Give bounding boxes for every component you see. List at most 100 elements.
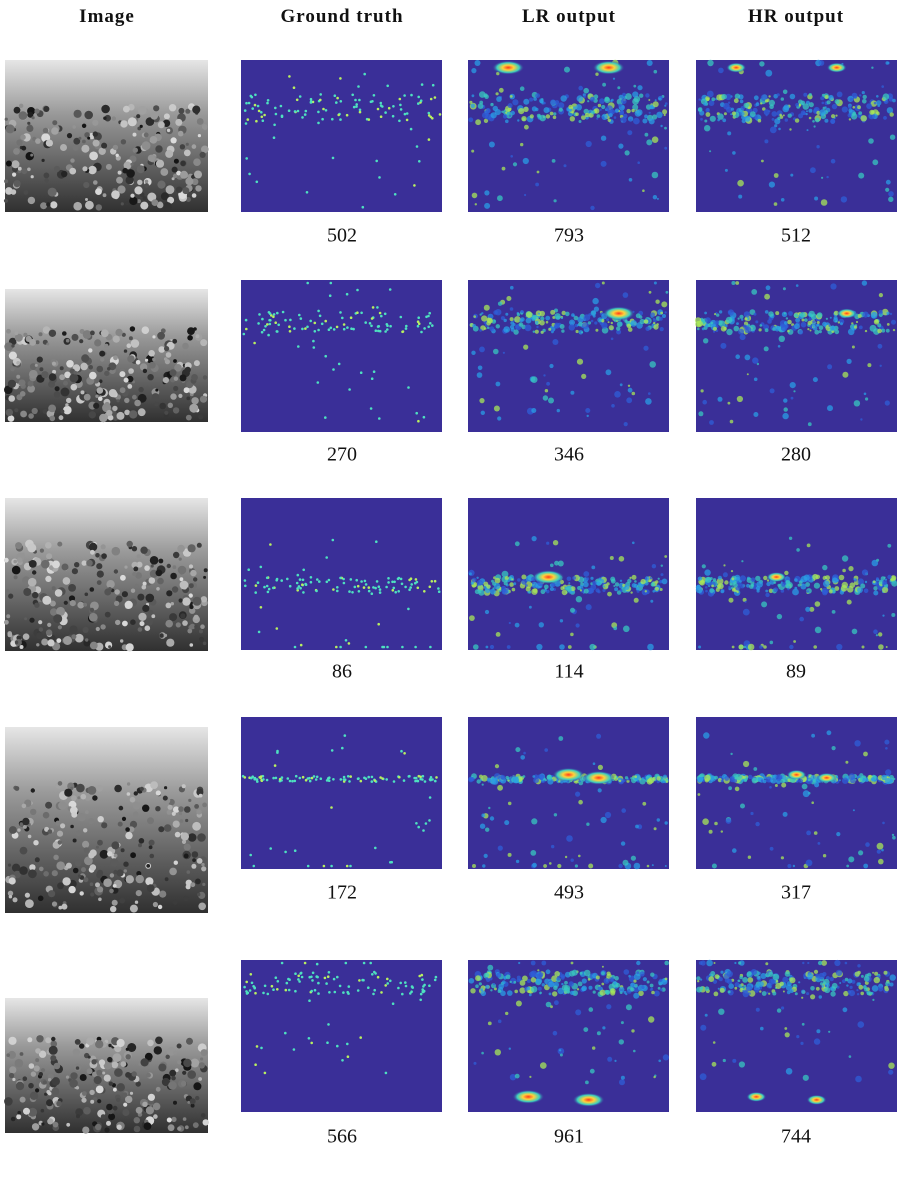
map-blob xyxy=(764,139,768,143)
map-blob xyxy=(264,1072,267,1075)
map-blob xyxy=(779,114,782,117)
photo-person xyxy=(150,112,158,120)
map-blob xyxy=(300,317,303,320)
map-blob xyxy=(634,580,637,583)
map-blob xyxy=(698,793,701,796)
map-blob xyxy=(255,584,258,587)
photo-person xyxy=(27,122,30,125)
map-blob xyxy=(757,976,761,980)
map-blob xyxy=(371,317,374,320)
map-blob xyxy=(504,581,508,585)
photo-person xyxy=(172,812,176,816)
map-blob xyxy=(813,326,818,331)
map-blob xyxy=(762,991,767,996)
map-blob xyxy=(598,788,602,792)
map-blob xyxy=(508,103,513,108)
photo-person xyxy=(52,870,58,876)
photo-person xyxy=(158,346,165,353)
map-blob xyxy=(644,319,649,324)
map-blob xyxy=(276,627,279,630)
photo-person xyxy=(16,140,22,146)
photo-person xyxy=(173,552,179,558)
map-blob xyxy=(535,183,539,187)
map-blob xyxy=(754,378,758,382)
map-blob xyxy=(620,117,626,123)
map-blob xyxy=(297,110,300,113)
map-blob xyxy=(818,973,824,979)
map-blob xyxy=(559,1049,561,1051)
map-blob xyxy=(354,586,357,589)
photo-person xyxy=(182,187,189,194)
map-blob xyxy=(876,559,879,562)
map-blob xyxy=(316,578,319,581)
map-blob xyxy=(309,320,312,323)
map-blob xyxy=(780,982,784,986)
photo-person xyxy=(12,160,20,168)
map-blob xyxy=(775,784,778,787)
map-blob xyxy=(339,77,342,80)
map-blob xyxy=(609,113,613,117)
map-blob xyxy=(748,106,751,109)
map-blob xyxy=(479,329,482,332)
map-blob xyxy=(656,323,659,326)
map-blob xyxy=(264,325,267,328)
photo-person xyxy=(97,366,104,373)
photo-person xyxy=(66,863,72,869)
photo-person xyxy=(164,634,167,637)
photo-person xyxy=(104,344,109,349)
map-hotspot xyxy=(512,1090,544,1104)
photo-person xyxy=(137,554,141,558)
map-blob xyxy=(806,831,811,836)
photo-person xyxy=(82,166,87,171)
map-blob xyxy=(468,117,473,122)
map-blob xyxy=(594,321,597,324)
map-blob xyxy=(849,118,851,120)
map-blob xyxy=(371,592,374,595)
photo-person xyxy=(126,1054,131,1059)
photo-person xyxy=(178,108,184,114)
map-blob xyxy=(481,1052,484,1055)
map-blob xyxy=(816,145,819,148)
map-blob xyxy=(611,979,614,982)
map-blob xyxy=(720,971,723,974)
map-blob xyxy=(790,977,796,983)
photo-person xyxy=(147,817,154,824)
map-blob xyxy=(814,970,818,974)
map-blob xyxy=(575,792,580,797)
map-blob xyxy=(770,388,775,393)
map-blob xyxy=(874,977,880,983)
map-blob xyxy=(435,976,438,979)
map-blob xyxy=(384,111,387,114)
photo-person xyxy=(147,374,153,380)
photo-person xyxy=(16,361,20,365)
map-blob xyxy=(575,112,579,116)
map-blob xyxy=(813,645,817,649)
map-blob xyxy=(873,581,876,584)
map-blob xyxy=(754,95,759,100)
map-blob xyxy=(645,590,647,592)
map-blob xyxy=(810,330,812,332)
map-blob xyxy=(634,775,637,778)
map-blob xyxy=(513,981,516,984)
photo-person xyxy=(159,891,166,898)
map-blob xyxy=(250,95,253,98)
map-blob xyxy=(328,991,331,994)
map-blob xyxy=(358,590,361,593)
map-blob xyxy=(266,585,269,588)
map-blob xyxy=(790,174,793,177)
map-blob xyxy=(286,578,289,581)
map-blob xyxy=(509,582,514,587)
map-blob xyxy=(356,289,359,292)
photo-person xyxy=(19,104,23,108)
map-blob xyxy=(706,108,709,111)
map-blob xyxy=(785,584,789,588)
map-blob xyxy=(327,1023,330,1026)
map-blob xyxy=(554,813,557,816)
photo-person xyxy=(36,632,43,639)
map-blob xyxy=(345,639,348,642)
photo-person xyxy=(129,336,133,340)
photo-person xyxy=(82,1091,87,1096)
map-blob xyxy=(803,93,807,97)
map-blob xyxy=(338,363,341,366)
map-blob xyxy=(310,576,313,579)
